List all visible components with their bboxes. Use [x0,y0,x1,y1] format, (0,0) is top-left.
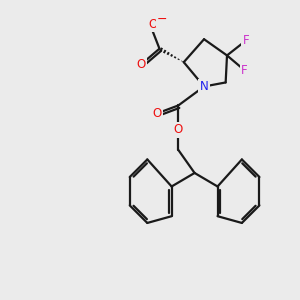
Text: O: O [136,58,145,71]
Text: O: O [148,18,157,31]
Text: F: F [243,34,249,47]
Text: −: − [157,13,167,26]
Text: F: F [241,64,248,77]
Text: N: N [200,80,208,93]
Text: O: O [174,123,183,136]
Text: O: O [152,107,161,120]
